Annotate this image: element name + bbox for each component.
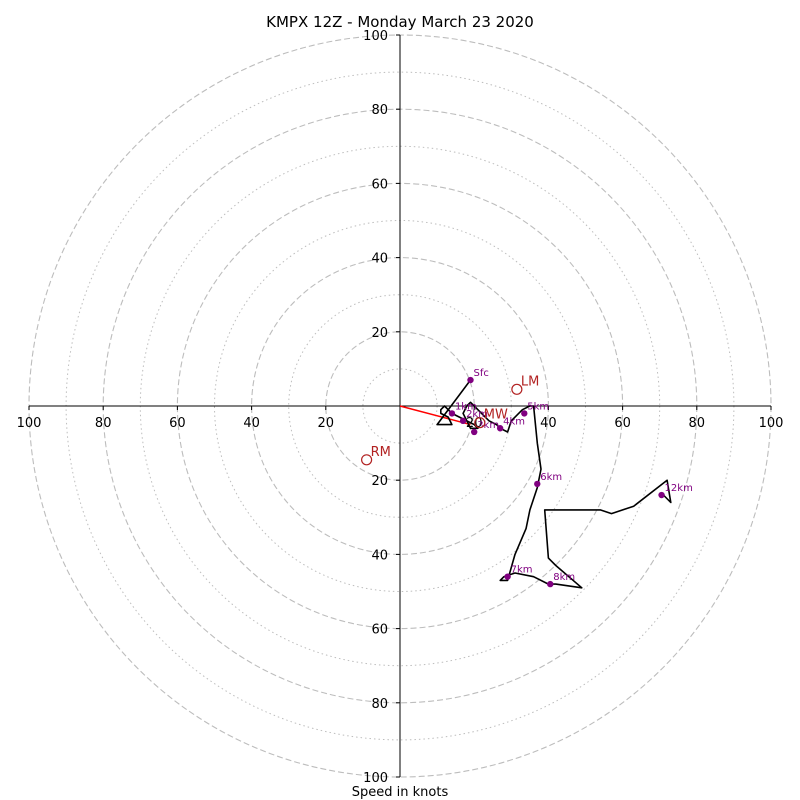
height-marker-label: 2km xyxy=(466,409,488,420)
height-marker-dot xyxy=(504,573,511,580)
tick-label-left: 100 xyxy=(17,416,42,431)
height-marker-dot xyxy=(658,491,665,499)
height-marker-dot xyxy=(496,425,504,432)
height-marker-label: 5km xyxy=(527,401,549,412)
height-marker-label: 1km xyxy=(455,401,477,412)
storm-motion-label: RM xyxy=(371,445,391,460)
height-marker-dot xyxy=(547,580,554,588)
tick-label-right: 40 xyxy=(540,416,557,431)
storm-motion-marker xyxy=(361,454,373,466)
tick-label-bottom: 60 xyxy=(371,623,388,638)
tick-label-right: 100 xyxy=(759,416,784,431)
tick-label-left: 80 xyxy=(95,416,112,431)
storm-motion-markers: LM RM MW xyxy=(361,374,539,466)
height-marker-label: 3km xyxy=(477,420,499,431)
tick-label-top: 80 xyxy=(371,103,388,118)
height-marker-dot xyxy=(448,410,456,417)
height-marker-label: 4km xyxy=(503,416,525,427)
height-marker-dot xyxy=(471,428,478,436)
storm-motion-marker xyxy=(474,417,486,429)
height-marker-dot xyxy=(534,480,541,488)
height-marker-label: 7km xyxy=(511,565,533,576)
shear-vector-line xyxy=(399,405,471,426)
height-marker-dot xyxy=(467,376,474,384)
height-marker-dot xyxy=(521,410,528,417)
tick-label-bottom: 40 xyxy=(371,548,388,563)
tick-label-right: 60 xyxy=(614,416,631,431)
tick-label-bottom: 80 xyxy=(371,697,388,712)
tick-label-bottom: 20 xyxy=(371,474,388,489)
tick-label-top: 20 xyxy=(371,326,388,341)
height-marker-dot xyxy=(459,417,467,425)
tick-label-left: 20 xyxy=(318,416,335,431)
tick-label-top: 100 xyxy=(363,29,388,44)
tick-label-top: 60 xyxy=(371,177,388,192)
tick-label-left: 40 xyxy=(243,416,260,431)
height-marker-label: Sfc xyxy=(473,368,488,379)
storm-motion-marker xyxy=(511,383,523,395)
chart-title: KMPX 12Z - Monday March 23 2020 xyxy=(266,13,534,31)
tick-label-right: 80 xyxy=(689,416,706,431)
x-axis-label: Speed in knots xyxy=(352,785,449,800)
storm-motion-label: MW xyxy=(484,408,508,423)
shear-vector xyxy=(399,405,471,426)
storm-motion-label: LM xyxy=(521,374,539,389)
tick-label-top: 40 xyxy=(371,252,388,267)
height-marker-label: 12km xyxy=(665,483,693,494)
height-marker-label: 6km xyxy=(540,472,562,483)
tick-label-left: 60 xyxy=(169,416,186,431)
tick-label-bottom: 100 xyxy=(363,771,388,786)
height-marker-label: 8km xyxy=(553,572,575,583)
